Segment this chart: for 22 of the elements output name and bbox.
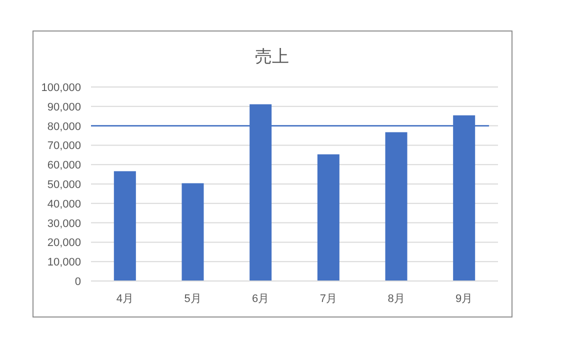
y-tick-label: 40,000 [47, 198, 81, 210]
y-tick-label: 90,000 [47, 101, 81, 114]
x-tick-label: 8月 [388, 293, 405, 305]
y-tick-label: 70,000 [47, 140, 81, 152]
x-tick-label: 4月 [116, 293, 134, 305]
y-tick-label: 50,000 [47, 179, 81, 191]
x-tick-label: 7月 [320, 293, 337, 305]
bar [114, 171, 136, 281]
bar [182, 183, 204, 281]
x-tick-label: 6月 [252, 293, 270, 305]
bar [317, 154, 340, 281]
x-tick-label: 5月 [184, 293, 202, 305]
y-tick-label: 60,000 [47, 160, 81, 172]
y-tick-label: 30,000 [47, 218, 81, 230]
y-tick-label: 80,000 [47, 120, 81, 133]
y-tick-label: 20,000 [47, 237, 81, 250]
bar [385, 132, 408, 281]
y-tick-label: 0 [74, 276, 81, 288]
y-tick-label: 10,000 [47, 256, 81, 269]
x-tick-label: 9月 [456, 293, 473, 305]
y-tick-label: 100,000 [41, 82, 81, 94]
chart-title: 売上 [255, 47, 289, 66]
